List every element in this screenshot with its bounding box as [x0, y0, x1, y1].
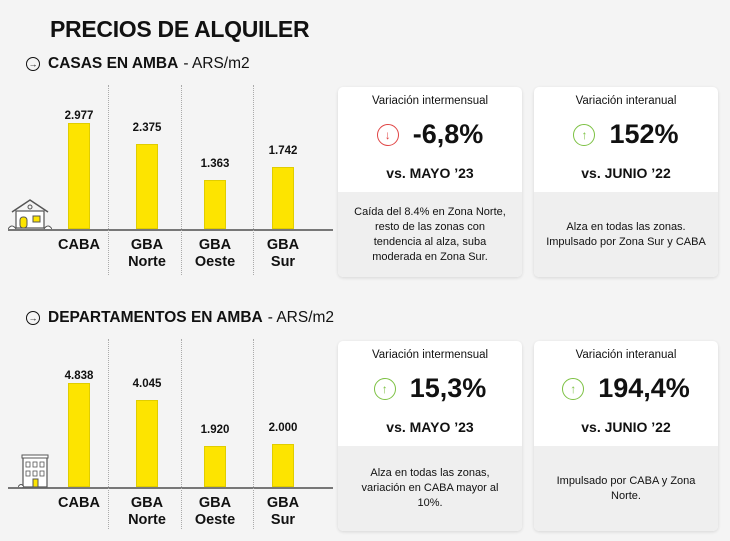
category-line: Sur — [270, 512, 296, 528]
column-divider — [253, 339, 254, 529]
card-label: Variación intermensual — [371, 95, 489, 107]
house-icon — [7, 198, 53, 235]
category-line: GBA — [198, 495, 232, 511]
arrow-up-icon: ↑ — [373, 377, 396, 400]
data-label: 2.977 — [64, 110, 94, 122]
category-label: GBA Oeste — [180, 237, 250, 271]
stat-card: Variación interanual ↑ 194,4% vs. JUNIO ’22… — [534, 341, 718, 531]
category-line: Norte — [128, 512, 166, 528]
card-value: 15,3% — [409, 373, 487, 403]
column-divider — [253, 85, 254, 275]
section-title: CASAS EN AMBA — [48, 55, 179, 72]
column-divider — [108, 339, 109, 529]
chart-baseline — [8, 487, 333, 489]
arrow-up-icon: ↑ — [573, 123, 596, 146]
card-comparison: vs. JUNIO ’22 — [581, 419, 671, 435]
card-note: Impulsado por CABA y Zona Norte. — [534, 446, 718, 531]
section-unit: - ARS/m2 — [267, 309, 335, 326]
card-comparison: vs. MAYO ’23 — [386, 419, 474, 435]
bar-0 — [68, 123, 90, 229]
section-title: DEPARTAMENTOS EN AMBA — [48, 309, 263, 326]
arrow-up-icon: ↑ — [562, 377, 585, 400]
card-note-text: Impulsado por CABA y Zona Norte. — [556, 474, 696, 502]
stat-card: Variación intermensual ↑ 15,3% vs. MAYO ’23… — [338, 341, 522, 531]
category-line: GBA — [266, 495, 300, 511]
card-note-text: Alza en todas las zonas, variación en CA… — [361, 467, 499, 509]
card-label: Variación interanual — [575, 95, 677, 107]
bar-1 — [136, 144, 158, 229]
data-label: 4.045 — [132, 378, 162, 391]
card-note: Alza en todas las zonas. Impulsado por Z… — [534, 192, 718, 277]
card-comparison: vs. MAYO ’23 — [386, 165, 474, 181]
category-line: GBA — [198, 237, 232, 253]
card-note-text: Alza en todas las zonas. Impulsado por Z… — [546, 220, 706, 248]
category-label: GBA Sur — [248, 237, 318, 271]
bar-chart: 2.977 CABA 2.375 GBA Norte 1.363 GBA Oeste 1.742… — [7, 85, 333, 275]
category-label: GBA Sur — [248, 495, 318, 529]
stat-card: Variación intermensual ↓ -6,8% vs. MAYO ’23… — [338, 87, 522, 277]
category-label: GBA Norte — [112, 495, 182, 529]
category-line: CABA — [58, 237, 100, 253]
bar-3 — [272, 166, 294, 229]
card-note: Caída del 8.4% en Zona Norte, resto de l… — [338, 192, 522, 277]
section-header: → CASAS EN AMBA - ARS/m2 — [26, 55, 250, 73]
arrow-right-circle-icon: → — [26, 311, 40, 325]
card-note: Alza en todas las zonas, variación en CA… — [338, 446, 522, 531]
category-line: GBA — [130, 495, 164, 511]
card-label: Variación interanual — [575, 349, 677, 361]
card-note-text: Caída del 8.4% en Zona Norte, resto de l… — [354, 205, 506, 263]
bar-chart: 4.838 CABA 4.045 GBA Norte 1.920 GBA Oeste 2.000… — [8, 339, 333, 529]
data-label: 1.742 — [268, 144, 298, 157]
category-line: Sur — [270, 254, 296, 270]
data-label: 1.920 — [200, 423, 230, 436]
category-line: GBA — [130, 237, 164, 253]
data-label: 4.838 — [64, 370, 94, 382]
chart-baseline — [8, 229, 333, 231]
page-title: PRECIOS DE ALQUILER — [50, 16, 310, 42]
category-line: Norte — [128, 254, 166, 270]
bar-0 — [68, 383, 90, 487]
category-label: GBA Oeste — [180, 495, 250, 529]
data-label: 2.000 — [268, 422, 298, 434]
bar-3 — [272, 444, 294, 487]
bar-1 — [136, 400, 158, 487]
bar-2 — [204, 180, 226, 229]
category-line: Oeste — [194, 254, 236, 270]
column-divider — [181, 339, 182, 529]
building-icon — [17, 454, 52, 493]
section-header: → DEPARTAMENTOS EN AMBA - ARS/m2 — [26, 309, 334, 327]
data-label: 1.363 — [200, 158, 230, 171]
stat-card: Variación interanual ↑ 152% vs. JUNIO ’22 Al… — [534, 87, 718, 277]
category-line: Oeste — [194, 512, 236, 528]
card-comparison: vs. JUNIO ’22 — [581, 165, 671, 181]
card-value: 152% — [609, 119, 679, 149]
column-divider — [108, 85, 109, 275]
category-label: GBA Norte — [112, 237, 182, 271]
section-unit: - ARS/m2 — [183, 55, 250, 72]
arrow-right-circle-icon: → — [26, 57, 40, 71]
card-value: -6,8% — [412, 119, 484, 149]
category-label: CABA — [44, 237, 114, 254]
card-value: 194,4% — [598, 373, 690, 403]
category-line: GBA — [266, 237, 300, 253]
card-label: Variación intermensual — [371, 349, 489, 361]
category-label: CABA — [44, 495, 114, 512]
data-label: 2.375 — [132, 122, 162, 135]
column-divider — [181, 85, 182, 275]
arrow-down-icon: ↓ — [376, 123, 399, 146]
bar-2 — [204, 445, 226, 487]
category-line: CABA — [58, 495, 100, 511]
